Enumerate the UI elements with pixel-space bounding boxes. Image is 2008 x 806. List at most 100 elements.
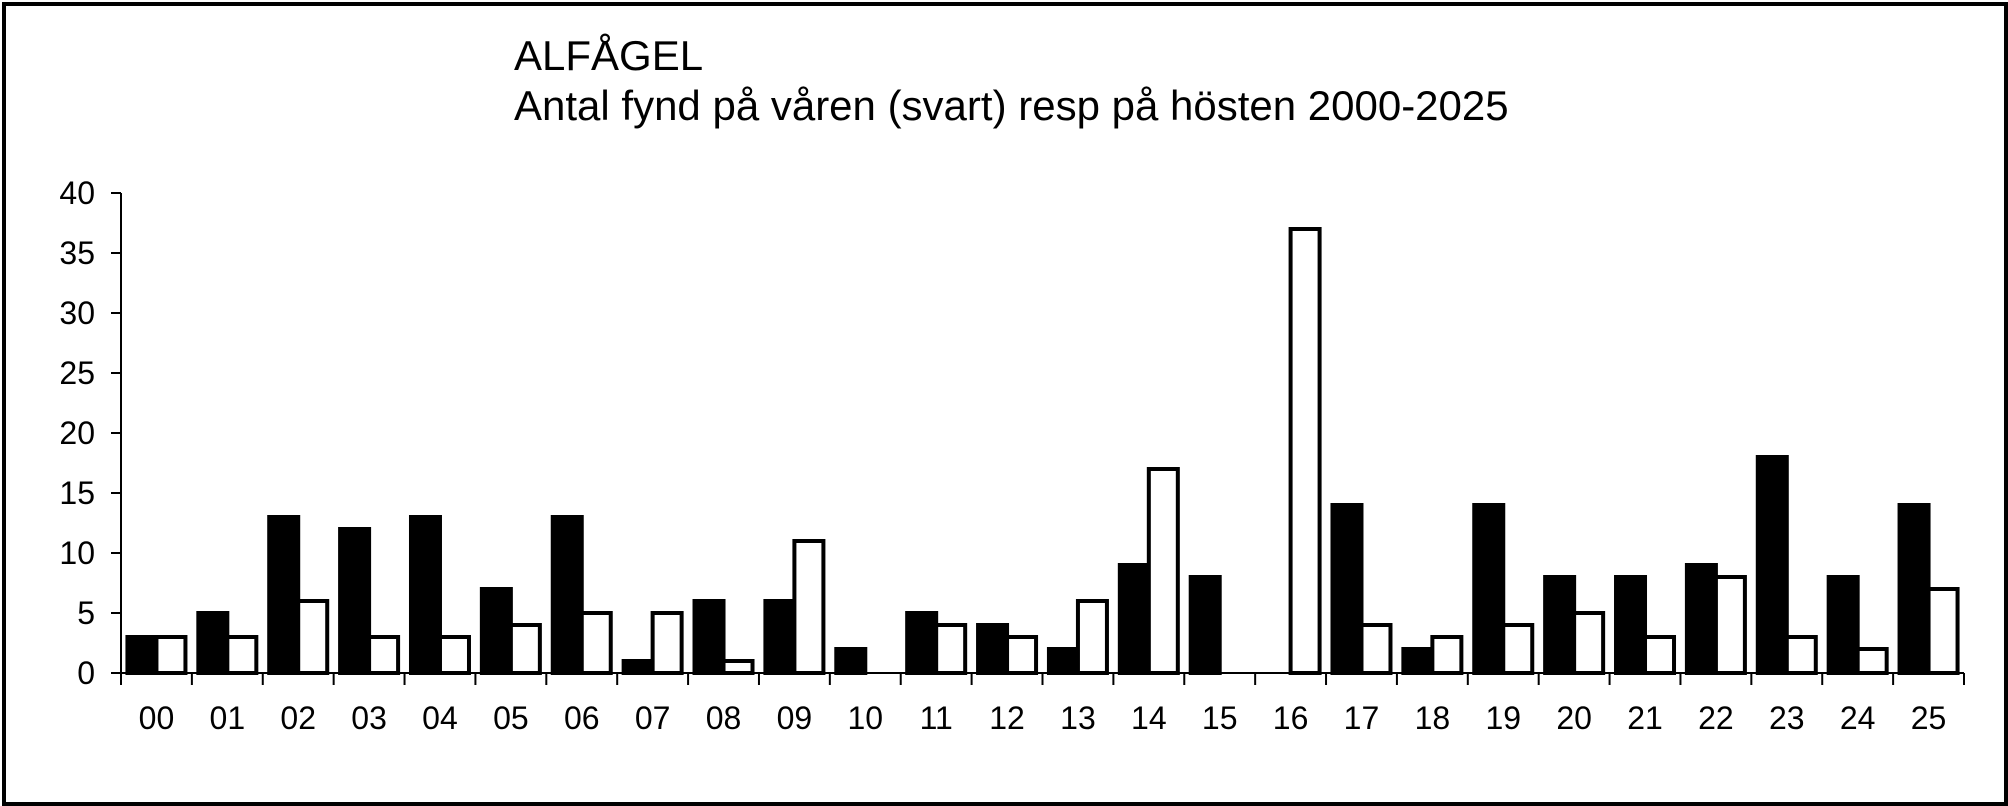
y-tick-label: 15: [59, 475, 95, 511]
x-tick-label: 23: [1769, 700, 1805, 736]
category-group: 17: [1330, 503, 1393, 736]
bar-spring: [834, 647, 868, 675]
bar-autumn: [579, 611, 613, 675]
bar-autumn: [650, 611, 684, 675]
x-tick-label: 07: [635, 700, 671, 736]
bar-autumn: [1643, 635, 1677, 675]
x-tick-label: 16: [1273, 700, 1309, 736]
bar-spring: [196, 611, 230, 675]
x-tick-label: 00: [139, 700, 175, 736]
y-tick-label: 25: [59, 355, 95, 391]
bar-autumn: [1359, 623, 1393, 675]
category-group: 25: [1897, 503, 1960, 736]
bar-autumn: [1501, 623, 1535, 675]
category-group: 08: [692, 599, 755, 736]
bar-spring: [267, 515, 301, 675]
category-group: 04: [408, 515, 471, 736]
chart-subtitle: Antal fynd på våren (svart) resp på höst…: [514, 82, 1509, 129]
bar-spring: [1330, 503, 1364, 675]
x-tick-label: 10: [847, 700, 883, 736]
bar-autumn: [367, 635, 401, 675]
bar-spring: [479, 587, 513, 675]
category-group: 21: [1614, 575, 1677, 736]
bar-spring: [1614, 575, 1648, 675]
bar-spring: [1755, 455, 1789, 675]
category-group: 01: [196, 611, 259, 736]
x-tick-label: 25: [1911, 700, 1947, 736]
x-tick-label: 08: [706, 700, 742, 736]
bar-chart: ALFÅGEL Antal fynd på våren (svart) resp…: [59, 32, 1965, 736]
category-group: 14: [1117, 467, 1180, 736]
y-tick-label: 35: [59, 235, 95, 271]
category-group: 22: [1684, 563, 1747, 736]
category-group: 07: [621, 611, 684, 736]
bar-spring: [408, 515, 442, 675]
x-tick-label: 19: [1485, 700, 1521, 736]
bar-spring: [692, 599, 726, 675]
bar-autumn: [1146, 467, 1180, 675]
bar-autumn: [1572, 611, 1606, 675]
y-tick-label: 0: [77, 655, 95, 691]
bar-spring: [1472, 503, 1506, 675]
category-group: 15: [1188, 575, 1238, 736]
bar-spring: [338, 527, 372, 675]
bar-autumn: [1005, 635, 1039, 675]
x-tick-label: 22: [1698, 700, 1734, 736]
bar-spring: [1401, 647, 1435, 675]
bar-autumn: [437, 635, 471, 675]
y-tick-label: 5: [77, 595, 95, 631]
x-tick-label: 04: [422, 700, 458, 736]
category-group: 06: [550, 515, 613, 736]
category-group: 02: [267, 515, 330, 736]
chart-title: ALFÅGEL: [514, 32, 703, 79]
category-group: 03: [338, 527, 401, 736]
x-tick-label: 11: [920, 700, 953, 736]
bar-spring: [1543, 575, 1577, 675]
x-tick-label: 15: [1202, 700, 1238, 736]
x-tick-label: 21: [1627, 700, 1663, 736]
x-tick-label: 20: [1556, 700, 1592, 736]
x-tick-label: 12: [989, 700, 1025, 736]
y-tick-label: 30: [59, 295, 95, 331]
bar-autumn: [1855, 647, 1889, 675]
y-tick-label: 40: [59, 175, 95, 211]
x-tick-label: 14: [1131, 700, 1167, 736]
x-tick-label: 09: [777, 700, 813, 736]
x-tick-label: 05: [493, 700, 529, 736]
category-group: 09: [763, 539, 826, 736]
category-group: 05: [479, 587, 542, 736]
category-group: 16: [1273, 227, 1322, 736]
bar-spring: [1046, 647, 1080, 675]
x-tick-label: 18: [1415, 700, 1451, 736]
category-group: 18: [1401, 635, 1464, 736]
bar-autumn: [1784, 635, 1818, 675]
bar-spring: [1684, 563, 1718, 675]
x-tick-label: 06: [564, 700, 600, 736]
bar-autumn: [934, 623, 968, 675]
category-group: 23: [1755, 455, 1818, 736]
x-tick-label: 17: [1344, 700, 1380, 736]
category-group: 10: [834, 647, 883, 736]
bar-autumn: [1713, 575, 1747, 675]
bar-autumn: [1288, 227, 1322, 675]
bar-spring: [1826, 575, 1860, 675]
bar-autumn: [1430, 635, 1464, 675]
bar-autumn: [1075, 599, 1109, 675]
bar-spring: [1897, 503, 1931, 675]
category-group: 24: [1826, 575, 1889, 736]
bar-spring: [976, 623, 1010, 675]
bar-autumn: [721, 659, 755, 675]
category-group: 12: [976, 623, 1039, 736]
category-group: 13: [1046, 599, 1109, 736]
bar-spring: [763, 599, 797, 675]
category-group: 19: [1472, 503, 1535, 736]
bar-autumn: [296, 599, 330, 675]
category-group: 00: [125, 635, 188, 736]
bar-spring: [621, 659, 655, 675]
x-tick-label: 13: [1060, 700, 1096, 736]
bar-autumn: [225, 635, 259, 675]
x-tick-label: 03: [351, 700, 387, 736]
y-tick-label: 20: [59, 415, 95, 451]
